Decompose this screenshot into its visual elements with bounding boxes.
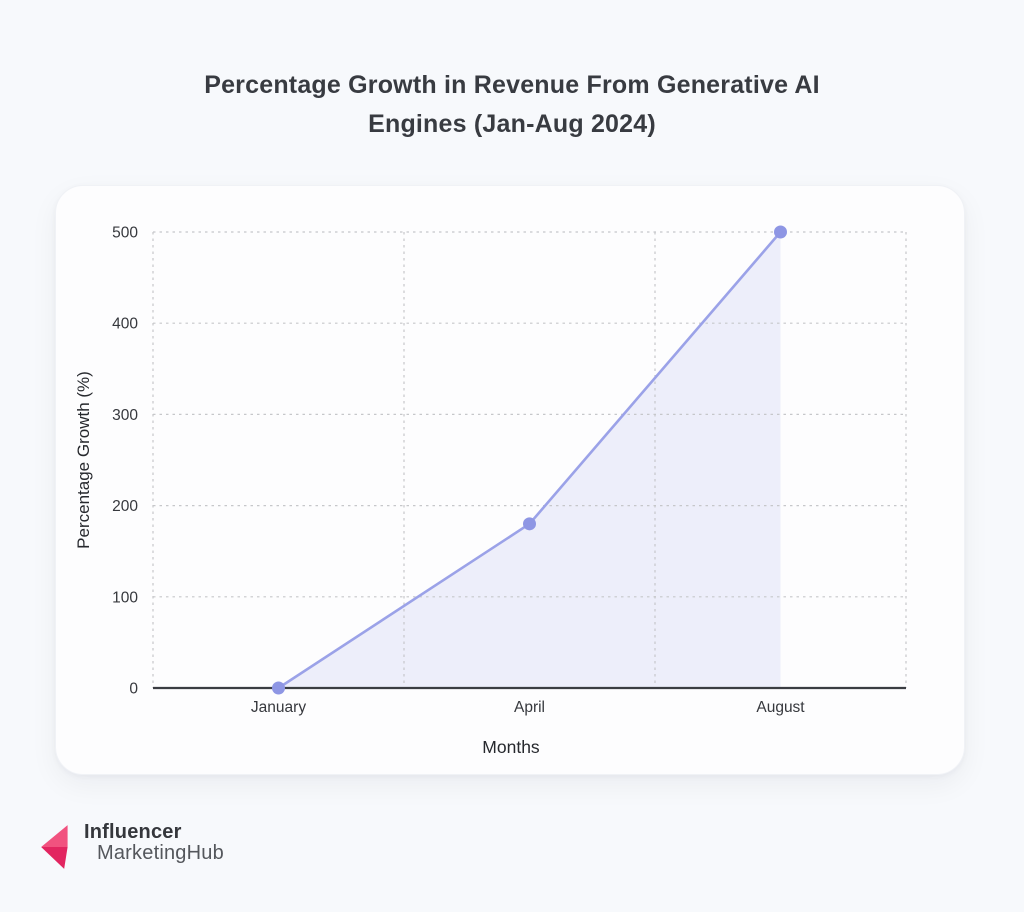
line-area-chart: 0 100 200 300 400 500 January April August Percen… — [74, 225, 907, 757]
data-point-august — [774, 225, 787, 239]
y-tick-label-400: 400 — [112, 316, 138, 333]
logo-arrow-lower-part — [41, 847, 68, 869]
x-tick-label-april: April — [514, 699, 545, 716]
y-tick-label-500: 500 — [112, 225, 138, 242]
logo-text: Influencer MarketingHub — [84, 822, 224, 864]
x-axis-title: Months — [482, 737, 540, 757]
y-tick-label-300: 300 — [112, 407, 138, 424]
x-tick-label-august: August — [756, 699, 805, 716]
logo-arrow-upper-part — [41, 825, 68, 847]
logo-text-influencer: Influencer — [84, 821, 182, 843]
chart-card: 0 100 200 300 400 500 January April August Percen… — [55, 185, 965, 775]
chart-title-line-1: Percentage Growth in Revenue From Genera… — [204, 71, 820, 99]
influencer-marketinghub-logo: Influencer MarketingHub — [40, 822, 224, 870]
data-point-january — [272, 681, 285, 695]
x-tick-label-january: January — [251, 699, 306, 716]
logo-text-marketinghub: MarketingHub — [97, 842, 224, 864]
data-point-april — [523, 517, 536, 531]
y-axis-title: Percentage Growth (%) — [74, 371, 93, 549]
chart-title: Percentage Growth in Revenue From Genera… — [0, 66, 1024, 144]
area-fill — [278, 232, 781, 688]
influencer-marketinghub-arrow-icon — [41, 825, 68, 869]
y-tick-label-200: 200 — [112, 498, 138, 515]
y-tick-label-100: 100 — [112, 589, 138, 606]
y-tick-label-0: 0 — [129, 681, 138, 698]
chart-title-line-2: Engines (Jan-Aug 2024) — [368, 110, 656, 138]
